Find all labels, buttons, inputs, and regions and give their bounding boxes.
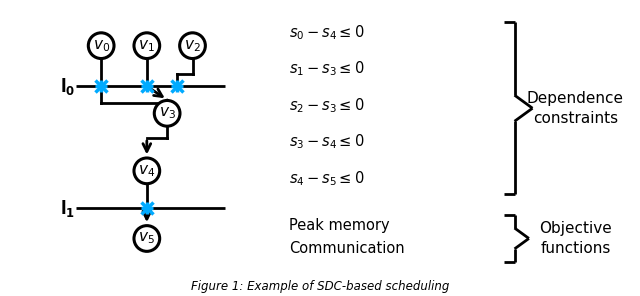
Circle shape — [134, 158, 160, 184]
Text: $s_0 - s_4 \leq 0$: $s_0 - s_4 \leq 0$ — [289, 23, 364, 42]
Text: $s_2 - s_3 \leq 0$: $s_2 - s_3 \leq 0$ — [289, 96, 364, 115]
Text: $v_{2}$: $v_{2}$ — [184, 38, 201, 54]
Circle shape — [154, 100, 180, 126]
Circle shape — [134, 226, 160, 251]
Text: $v_{3}$: $v_{3}$ — [159, 105, 175, 121]
Text: $s_4 - s_5 \leq 0$: $s_4 - s_5 \leq 0$ — [289, 169, 364, 188]
Text: $\mathbf{l_0}$: $\mathbf{l_0}$ — [60, 76, 75, 97]
Text: $v_{0}$: $v_{0}$ — [93, 38, 109, 54]
Circle shape — [134, 33, 160, 59]
Text: Objective
functions: Objective functions — [539, 221, 612, 256]
Text: Dependence
constraints: Dependence constraints — [527, 91, 624, 126]
Circle shape — [88, 33, 114, 59]
Text: Communication: Communication — [289, 241, 404, 256]
Text: Peak memory: Peak memory — [289, 218, 389, 233]
Text: Figure 1: Example of SDC-based scheduling: Figure 1: Example of SDC-based schedulin… — [191, 280, 449, 293]
Text: $s_3 - s_4 \leq 0$: $s_3 - s_4 \leq 0$ — [289, 133, 364, 152]
Text: $v_{1}$: $v_{1}$ — [138, 38, 156, 54]
Circle shape — [180, 33, 205, 59]
Text: $\mathbf{l_1}$: $\mathbf{l_1}$ — [60, 197, 75, 218]
Text: $v_{4}$: $v_{4}$ — [138, 163, 156, 179]
Text: $v_{5}$: $v_{5}$ — [138, 231, 156, 246]
Text: $s_1 - s_3 \leq 0$: $s_1 - s_3 \leq 0$ — [289, 60, 364, 78]
